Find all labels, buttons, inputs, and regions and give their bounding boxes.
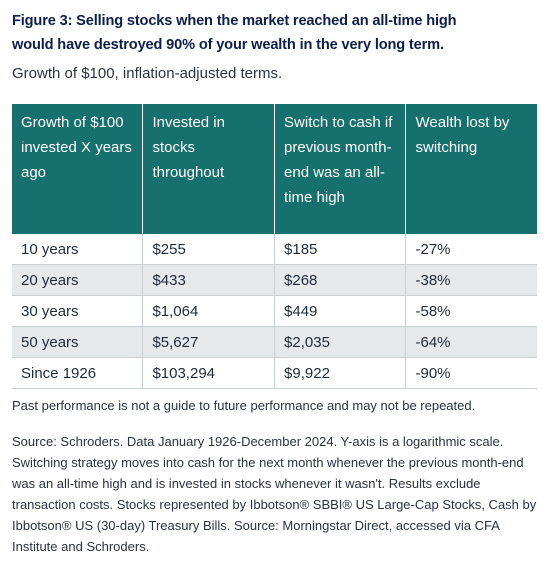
table-row: 50 years $5,627 $2,035 -64% [12, 326, 537, 358]
header-row: Growth of $100 invested X years ago Inves… [12, 104, 537, 234]
column-header: Growth of $100 invested X years ago [12, 104, 143, 234]
table-cell: $5,627 [142, 326, 275, 358]
data-table: Growth of $100 invested X years ago Inves… [12, 104, 537, 389]
source-note: Source: Schroders. Data January 1926-Dec… [12, 434, 537, 554]
table-cell: 50 years [12, 326, 143, 358]
column-header: Switch to cash if previous month-end was… [274, 104, 406, 234]
table-cell: $1,064 [142, 295, 275, 327]
table-cell: -64% [405, 326, 537, 358]
title-line: would have destroyed 90% of your wealth … [12, 37, 444, 53]
table-cell: 20 years [12, 264, 143, 296]
table-row: 30 years $1,064 $449 -58% [12, 295, 537, 327]
table-cell: -27% [405, 234, 537, 265]
table-cell: -90% [405, 357, 537, 389]
title-line: Figure 3: Selling stocks when the market… [12, 13, 457, 29]
table-cell: $2,035 [274, 326, 406, 358]
table-row: Since 1926 $103,294 $9,922 -90% [12, 357, 537, 389]
table-cell: $9,922 [274, 357, 406, 389]
column-header: Wealth lost by switching [405, 104, 537, 234]
table-cell: -58% [405, 295, 537, 327]
table-row: 10 years $255 $185 -27% [12, 234, 537, 265]
table-cell: $449 [274, 295, 406, 327]
subtitle: Growth of $100, inflation-adjusted terms… [12, 65, 283, 82]
table-cell: $268 [274, 264, 406, 296]
table-cell: 30 years [12, 295, 143, 327]
table-cell: $185 [274, 234, 406, 265]
table-cell: Since 1926 [12, 357, 143, 389]
table-cell: $103,294 [142, 357, 275, 389]
table-body: 10 years $255 $185 -27% 20 years $433 $268 -38%… [12, 234, 537, 389]
table-cell: $433 [142, 264, 275, 296]
table-cell: $255 [142, 234, 275, 265]
table-cell: 10 years [12, 234, 143, 265]
table-row: 20 years $433 $268 -38% [12, 264, 537, 296]
column-header: Invested in stocks throughout [142, 104, 275, 234]
disclaimer: Past performance is not a guide to futur… [12, 398, 476, 413]
table-cell: -38% [405, 264, 537, 296]
title: Figure 3: Selling stocks when the market… [12, 9, 552, 57]
